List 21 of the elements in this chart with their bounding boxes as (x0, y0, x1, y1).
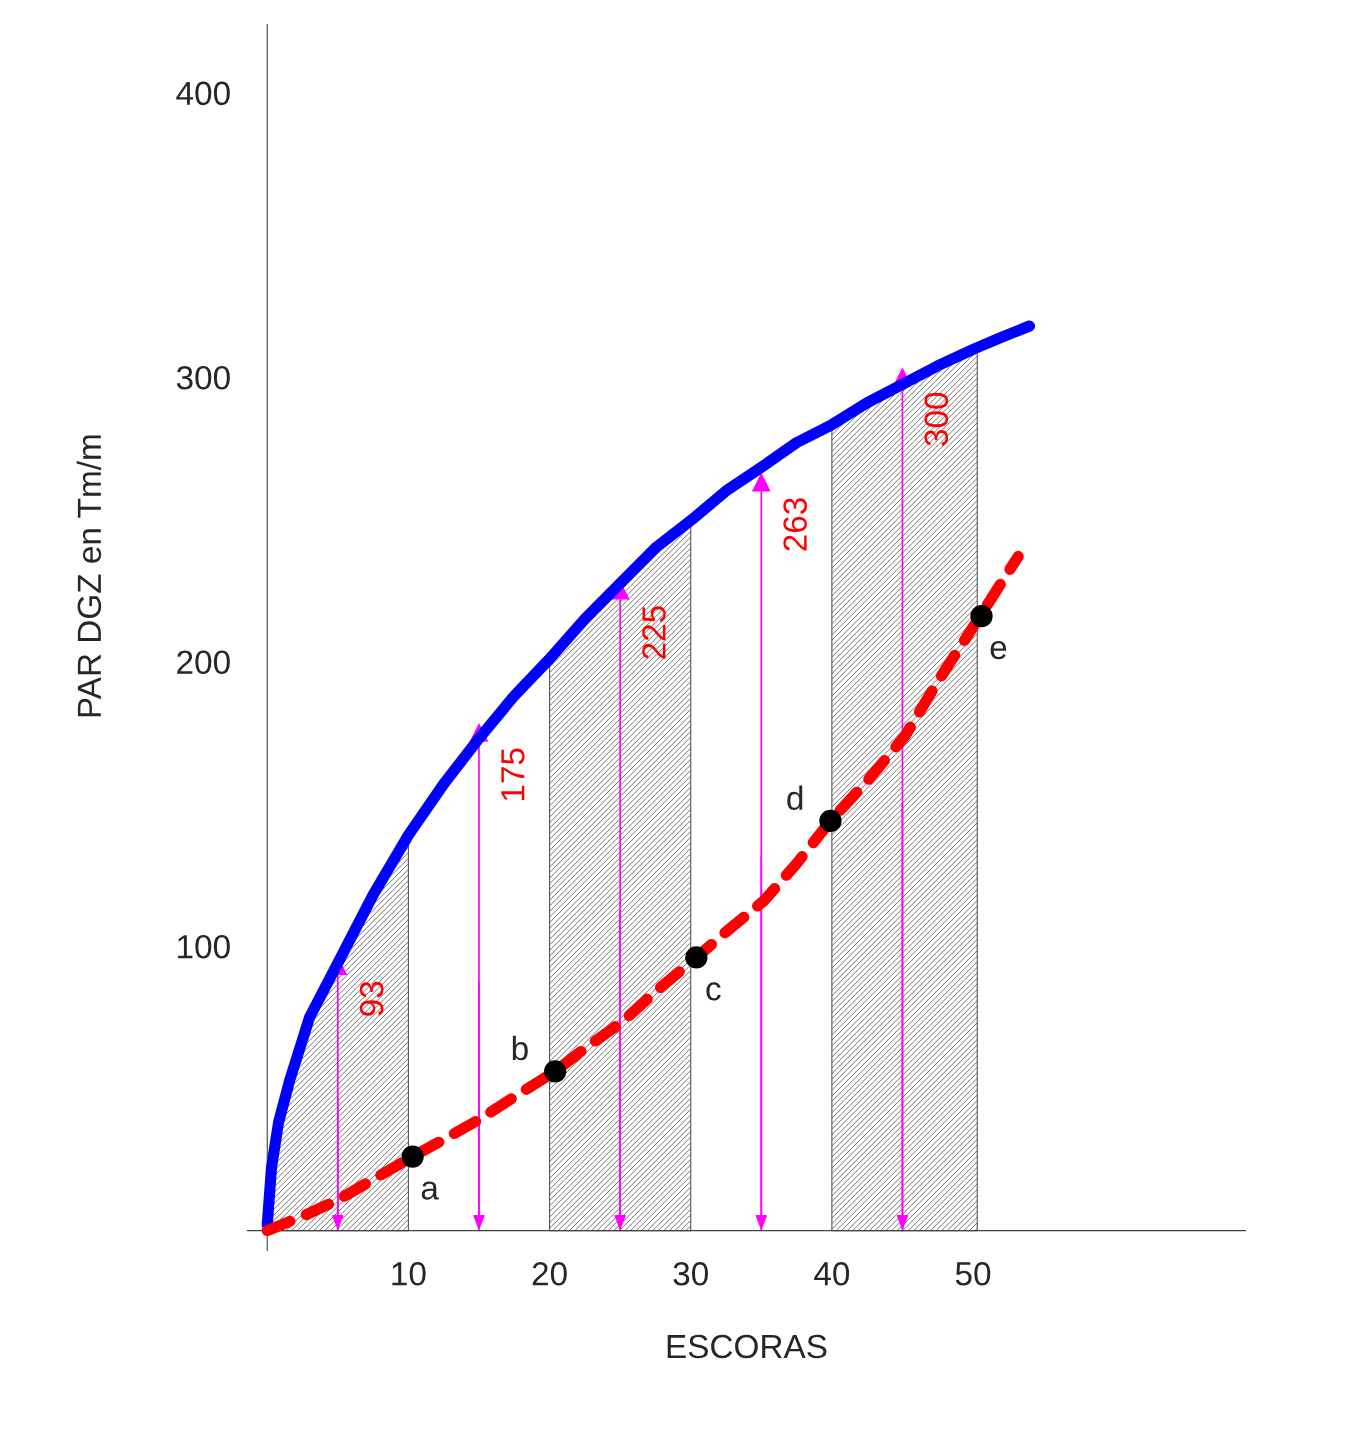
y-axis-title: PAR DGZ en Tm/m (76, 435, 102, 717)
y-tick-label: 200 (177, 650, 230, 675)
data-label: 225 (642, 606, 666, 659)
data-label: b (512, 1035, 528, 1061)
y-tick-label: 300 (176, 366, 230, 390)
x-tick-label: 20 (532, 1262, 567, 1286)
data-label: c (706, 982, 721, 1001)
data-label: 175 (501, 748, 525, 801)
data-label: 300 (924, 392, 949, 446)
data-label: 263 (783, 498, 807, 551)
data-label: 93 (359, 981, 384, 1016)
y-tick-label: 100 (178, 934, 230, 959)
x-tick-label: 10 (392, 1262, 426, 1286)
x-axis-title: ESCORAS (667, 1334, 827, 1359)
data-label: a (421, 1181, 439, 1200)
x-tick-label: 30 (673, 1262, 708, 1286)
x-tick-label: 40 (814, 1262, 850, 1286)
y-tick-label: 400 (176, 81, 230, 106)
data-label: e (990, 640, 1007, 660)
data-label: d (787, 785, 803, 810)
x-tick-label: 50 (955, 1262, 991, 1286)
